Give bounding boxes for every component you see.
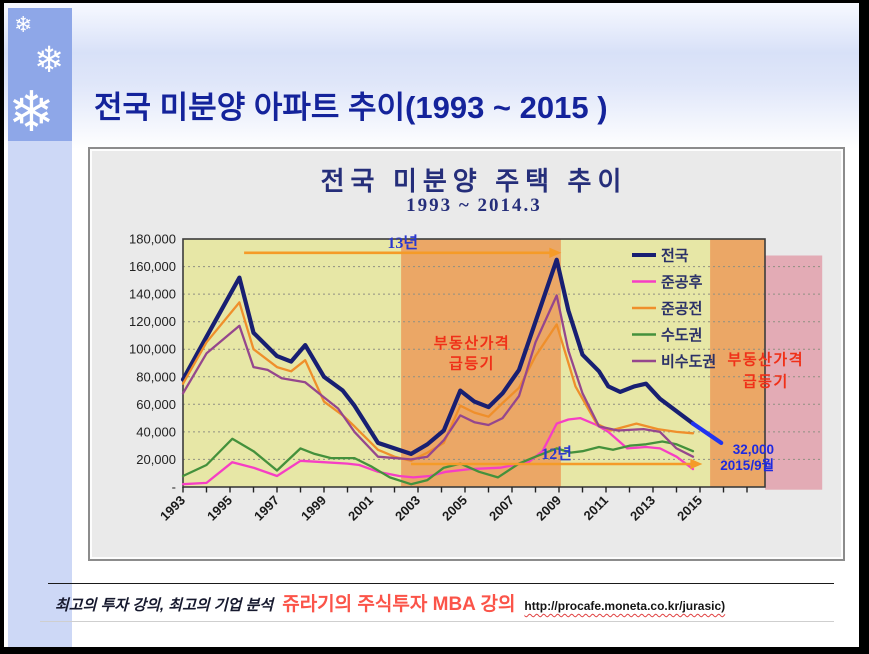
y-axis-label: 120,000 [129,314,176,329]
header-gradient [4,3,859,149]
x-axis-label: 2001 [345,493,376,524]
y-axis-label: 180,000 [129,232,176,247]
y-axis-label: 140,000 [129,287,176,302]
legend-label: 비수도권 [661,353,716,371]
legend-label: 수도권 [661,326,702,344]
period-arrowhead [690,458,703,470]
x-axis-label: 2005 [439,493,470,524]
snowflake-icon: ❄ [8,80,55,143]
footer-divider [48,583,834,584]
x-axis-label: 2003 [392,493,423,524]
x-axis-label: 2015 [674,493,705,524]
x-axis-label: 1995 [204,493,235,524]
series-line-0 [180,257,696,456]
y-axis-label: 40,000 [136,424,176,439]
x-axis-label: 2011 [581,493,612,524]
sidebar-decoration: ❄ ❄ ❄ [8,8,72,141]
y-axis-label: 160,000 [129,259,176,274]
y-axis-label: 80,000 [136,369,176,384]
x-axis-label: 2007 [486,493,517,524]
series-line-1 [181,416,695,486]
boom-label-2: 급등기 [743,373,789,390]
footer-divider-bottom [40,621,834,622]
sidebar-strip [8,141,72,647]
x-axis-label: 2009 [533,493,564,524]
endpoint-label: 32,000 [733,442,774,457]
page-title: 전국 미분양 아파트 추이(1993 ~ 2015 ) [94,90,608,125]
chart-panel: - 20,000 40,000 60,000 80,000 100,000 120,000 1… [88,147,845,561]
legend-label: 전국 [661,248,689,265]
x-axis-label: 1993 [157,493,188,524]
footer-brand: 쥬라기의 주식투자 MBA 강의 [282,594,516,615]
footer-url-link[interactable]: http://procafe.moneta.co.kr/jurasic) [524,599,726,613]
footer: 최고의 투자 강의, 최고의 기업 분석 쥬라기의 주식투자 MBA 강의 ht… [55,589,845,616]
period-arrow-label: 13년 [387,233,418,252]
endpoint-label: 2015/9월 [720,457,774,473]
boom-label-2: 부동산가격 [728,350,805,368]
y-axis-label: - [172,480,176,495]
boom-label-1: 급등기 [449,356,495,373]
snowflake-icon: ❄ [14,12,33,37]
legend-label: 준공후 [661,274,703,291]
boom-label-1: 부동산가격 [434,334,511,352]
series-extension-line [690,421,724,445]
series-line-4 [181,294,695,461]
period-arrowhead [549,247,562,258]
snowflake-icon: ❄ [34,39,65,80]
boom-band-2 [710,239,766,487]
y-axis-label: 60,000 [136,397,176,412]
unsold-apartments-line-chart: - 20,000 40,000 60,000 80,000 100,000 120,000 1… [129,232,823,524]
y-axis-label: 20,000 [136,452,176,467]
footer-tagline: 최고의 투자 강의, 최고의 기업 분석 [55,597,274,614]
x-axis-label: 1997 [251,493,282,524]
x-axis-label: 1999 [298,493,329,524]
plot-frame [182,238,766,488]
legend-label: 준공전 [661,301,702,318]
period-arrow-label: 12년 [541,444,572,463]
chart-subtitle: 1993 ~ 2014.3 [406,195,542,216]
x-axis-label: 2013 [627,493,658,524]
y-axis-label: 100,000 [129,342,176,357]
chart-title: 전국 미분양 주택 추이 [320,167,628,196]
